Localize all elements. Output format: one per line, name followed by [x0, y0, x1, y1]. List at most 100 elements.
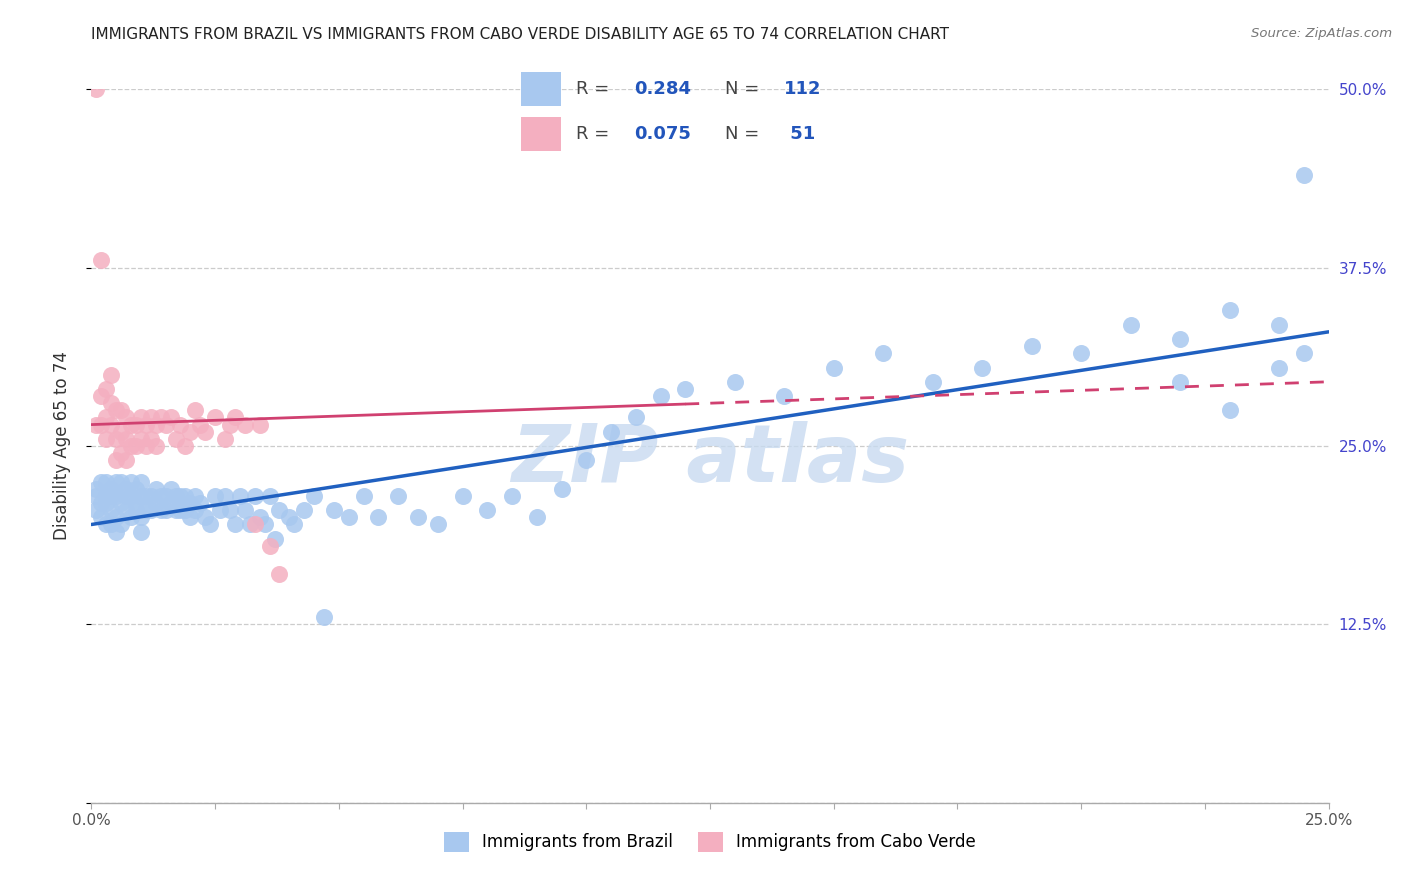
Point: [139, 503, 162, 517]
Point: [179, 510, 201, 524]
FancyBboxPatch shape: [520, 72, 561, 105]
Point: [86, 482, 108, 496]
Point: [243, 517, 266, 532]
Point: [174, 489, 197, 503]
Point: [86, 417, 108, 432]
Point: [337, 510, 360, 524]
Point: [129, 432, 152, 446]
Point: [96, 496, 118, 510]
Point: [283, 517, 305, 532]
Point: [100, 517, 122, 532]
Point: [872, 346, 894, 360]
Point: [105, 403, 128, 417]
Point: [1268, 318, 1291, 332]
Point: [115, 482, 138, 496]
Point: [125, 439, 148, 453]
Point: [259, 489, 281, 503]
Point: [96, 475, 118, 489]
Point: [129, 410, 152, 425]
Point: [125, 503, 148, 517]
Point: [135, 417, 157, 432]
Point: [90, 496, 112, 510]
Text: R =: R =: [575, 125, 614, 143]
Point: [179, 496, 201, 510]
Point: [624, 410, 647, 425]
Text: N =: N =: [725, 125, 765, 143]
Point: [120, 489, 142, 503]
Point: [159, 482, 181, 496]
FancyBboxPatch shape: [520, 118, 561, 151]
Point: [90, 417, 112, 432]
Point: [1168, 375, 1191, 389]
Point: [100, 482, 122, 496]
Point: [110, 496, 132, 510]
Point: [219, 503, 242, 517]
Point: [169, 503, 191, 517]
Point: [96, 517, 118, 532]
Point: [159, 496, 181, 510]
Point: [233, 503, 256, 517]
Point: [550, 482, 572, 496]
Point: [184, 503, 207, 517]
Point: [100, 489, 122, 503]
Point: [115, 489, 138, 503]
Point: [125, 482, 148, 496]
Point: [100, 503, 122, 517]
Point: [105, 475, 128, 489]
Point: [115, 503, 138, 517]
Text: 112: 112: [785, 80, 821, 98]
Point: [139, 489, 162, 503]
Point: [120, 475, 142, 489]
Point: [90, 475, 112, 489]
Text: N =: N =: [725, 80, 765, 98]
Point: [96, 382, 118, 396]
Point: [204, 489, 226, 503]
Point: [174, 503, 197, 517]
Y-axis label: Disability Age 65 to 74: Disability Age 65 to 74: [52, 351, 70, 541]
Point: [145, 417, 167, 432]
Point: [120, 417, 142, 432]
Point: [406, 510, 429, 524]
Point: [110, 475, 132, 489]
Point: [600, 425, 623, 439]
Point: [115, 410, 138, 425]
Point: [100, 368, 122, 382]
Point: [219, 417, 242, 432]
Point: [194, 425, 217, 439]
Point: [194, 510, 217, 524]
Point: [125, 417, 148, 432]
Point: [149, 410, 172, 425]
Point: [145, 482, 167, 496]
Point: [110, 517, 132, 532]
Point: [198, 517, 221, 532]
Point: [1168, 332, 1191, 346]
Point: [224, 410, 246, 425]
Point: [174, 439, 197, 453]
Text: 51: 51: [785, 125, 815, 143]
Point: [322, 503, 344, 517]
Point: [249, 510, 271, 524]
Point: [155, 489, 177, 503]
Text: Source: ZipAtlas.com: Source: ZipAtlas.com: [1251, 27, 1392, 40]
Point: [179, 425, 201, 439]
Point: [159, 410, 181, 425]
Point: [120, 439, 142, 453]
Point: [115, 453, 138, 467]
Point: [139, 432, 162, 446]
Text: 0.075: 0.075: [634, 125, 690, 143]
Point: [100, 396, 122, 410]
Point: [149, 489, 172, 503]
Point: [129, 489, 152, 503]
Point: [214, 489, 236, 503]
Point: [451, 489, 474, 503]
Point: [1219, 403, 1241, 417]
Point: [169, 417, 191, 432]
Point: [184, 489, 207, 503]
Point: [387, 489, 409, 503]
Point: [110, 403, 132, 417]
Point: [243, 489, 266, 503]
Point: [105, 524, 128, 539]
Point: [86, 489, 108, 503]
Point: [165, 489, 187, 503]
Point: [135, 439, 157, 453]
